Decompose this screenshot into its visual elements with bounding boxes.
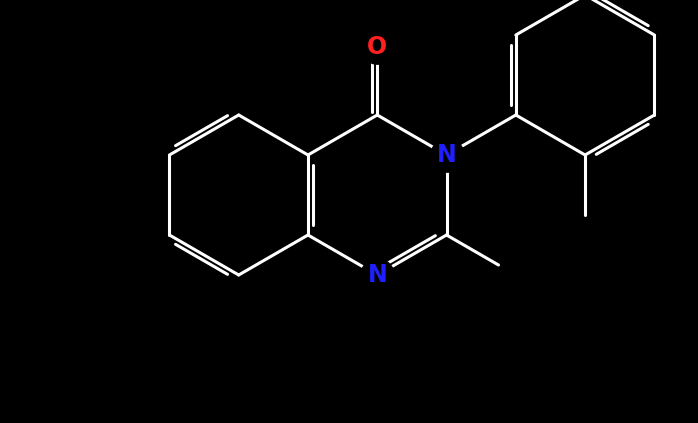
- Text: N: N: [367, 263, 387, 287]
- Text: O: O: [367, 35, 387, 59]
- Text: N: N: [437, 143, 456, 167]
